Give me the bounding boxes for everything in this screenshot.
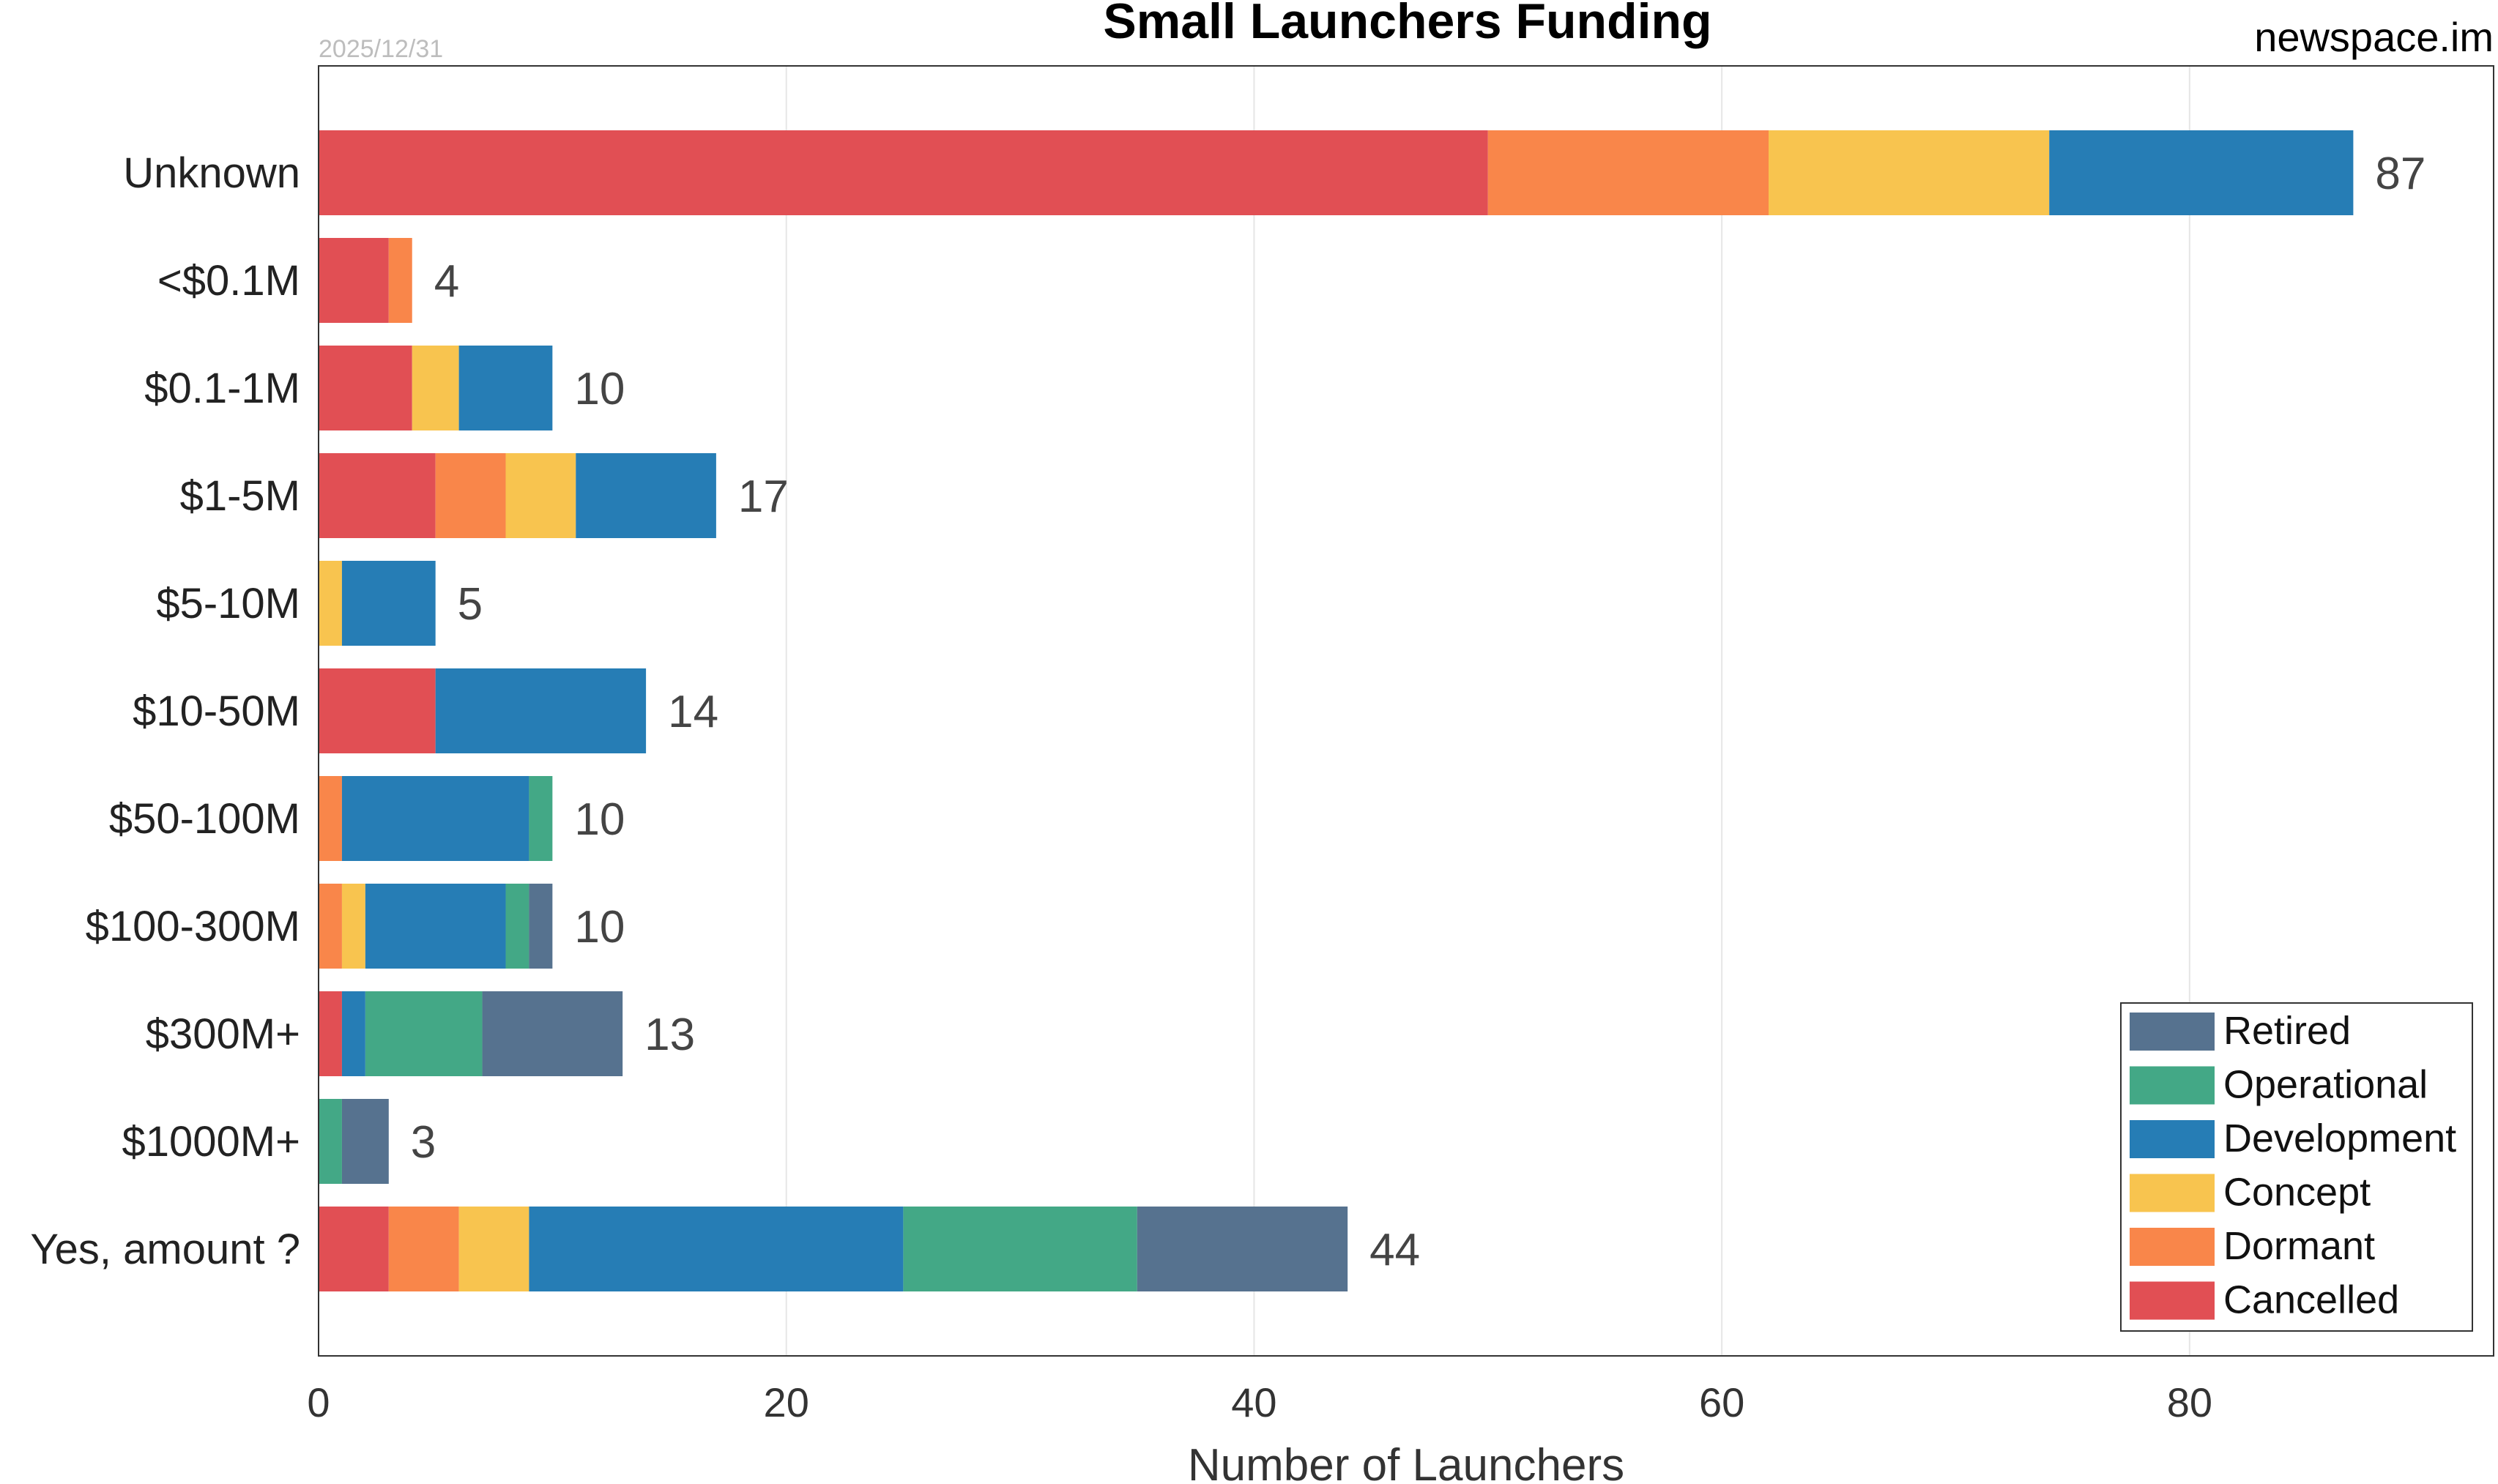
- total-label: 5: [458, 579, 483, 630]
- x-tick-label: 0: [307, 1379, 330, 1425]
- bar-dormant-100-300m: [319, 884, 342, 969]
- x-tick-label: 80: [2167, 1379, 2212, 1425]
- bar-operational-1000m: [319, 1099, 342, 1184]
- legend-label-retired: Retired: [2223, 1009, 2351, 1053]
- x-tick-label: 20: [764, 1379, 809, 1425]
- total-label: 10: [574, 902, 625, 952]
- bar-operational-yes-amount: [903, 1207, 1137, 1291]
- bar-cancelled-0-1-1m: [319, 346, 412, 430]
- date-stamp: 2025/12/31: [319, 35, 443, 63]
- bar-retired-300m: [482, 991, 623, 1076]
- bar-cancelled-yes-amount: [319, 1207, 389, 1291]
- bar-concept-yes-amount: [458, 1207, 529, 1291]
- bar-development-300m: [341, 991, 365, 1076]
- bar-cancelled-10-50m: [319, 668, 436, 753]
- bar-cancelled-unknown: [319, 130, 1488, 215]
- bar-operational-300m: [365, 991, 483, 1076]
- legend-label-cancelled: Cancelled: [2223, 1278, 2399, 1322]
- chart-title: Small Launchers Funding: [1103, 0, 1711, 49]
- y-tick-label: $1-5M: [180, 472, 300, 520]
- bar-dormant-50-100m: [319, 776, 342, 861]
- bar-cancelled-1-5m: [319, 453, 436, 538]
- total-label: 44: [1369, 1225, 1420, 1275]
- bar-concept-5-10m: [319, 561, 342, 646]
- y-tick-label: Yes, amount ?: [30, 1226, 300, 1273]
- legend-swatch-cancelled: [2130, 1281, 2215, 1320]
- bars: [319, 130, 2354, 1291]
- bar-dormant-1-5m: [435, 453, 506, 538]
- y-tick-label: $10-50M: [133, 687, 300, 735]
- y-tick-label: $50-100M: [109, 795, 300, 843]
- bar-retired-1000m: [341, 1099, 389, 1184]
- bar-development-50-100m: [341, 776, 529, 861]
- legend-swatch-operational: [2130, 1066, 2215, 1105]
- bar-development-100-300m: [365, 884, 506, 969]
- y-tick-label: <$0.1M: [157, 257, 300, 305]
- bar-retired-100-300m: [529, 884, 553, 969]
- gridlines: [785, 66, 2190, 1356]
- total-label: 10: [574, 364, 625, 414]
- y-tick-label: $5-10M: [156, 580, 300, 627]
- bar-cancelled-300m: [319, 991, 342, 1076]
- bar-retired-yes-amount: [1137, 1207, 1348, 1291]
- total-label: 13: [644, 1010, 695, 1060]
- y-tick-label: $0.1-1M: [144, 365, 300, 412]
- x-tick-label: 40: [1231, 1379, 1276, 1425]
- x-tick-labels: 0 20 40 60 80: [307, 1379, 2212, 1425]
- total-label: 87: [2375, 149, 2425, 199]
- x-axis-label: Number of Launchers: [1188, 1440, 1624, 1484]
- bar-development-10-50m: [435, 668, 647, 753]
- bar-dormant-unknown: [1487, 130, 1769, 215]
- legend-label-dormant: Dormant: [2223, 1224, 2375, 1268]
- legend-swatch-dormant: [2130, 1228, 2215, 1266]
- legend-frame: [2120, 1002, 2473, 1332]
- y-tick-label: $1000M+: [122, 1118, 300, 1166]
- bar-development-1-5m: [576, 453, 716, 538]
- bar-cancelled-0-1m: [319, 238, 389, 323]
- bar-dormant-yes-amount: [388, 1207, 459, 1291]
- source-label: newspace.im: [2254, 14, 2494, 60]
- bar-operational-50-100m: [529, 776, 553, 861]
- x-tick-label: 60: [1699, 1379, 1744, 1425]
- total-label: 10: [574, 794, 625, 845]
- total-label: 4: [434, 256, 459, 307]
- bar-development-5-10m: [341, 561, 436, 646]
- legend-swatch-development: [2130, 1120, 2215, 1158]
- legend-swatch-retired: [2130, 1013, 2215, 1051]
- bar-development-unknown: [2049, 130, 2354, 215]
- bar-dormant-0-1m: [388, 238, 412, 323]
- legend: Retired Operational Development Concept Dorm…: [2120, 1002, 2473, 1332]
- bar-concept-1-5m: [505, 453, 576, 538]
- total-label: 17: [738, 471, 789, 522]
- total-label: 3: [411, 1117, 436, 1168]
- plot-frame: [318, 65, 2494, 1357]
- bar-concept-unknown: [1769, 130, 2050, 215]
- legend-label-operational: Operational: [2223, 1063, 2428, 1107]
- bar-operational-100-300m: [505, 884, 529, 969]
- legend-label-development: Development: [2223, 1116, 2456, 1160]
- legend-label-concept: Concept: [2223, 1171, 2371, 1215]
- bar-concept-100-300m: [341, 884, 365, 969]
- total-label: 14: [668, 687, 718, 737]
- total-labels: 87 4 10 17 5 14 10 10 13 3 44: [411, 149, 2426, 1275]
- y-tick-label: $100-300M: [86, 903, 300, 950]
- y-tick-label: $300M+: [146, 1010, 300, 1058]
- bar-development-yes-amount: [529, 1207, 904, 1291]
- legend-swatch-concept: [2130, 1174, 2215, 1212]
- y-tick-label: Unknown: [123, 149, 300, 197]
- y-tick-labels: Unknown <$0.1M $0.1-1M $1-5M $5-10M $10-50M $5…: [30, 149, 300, 1273]
- bar-development-0-1-1m: [458, 346, 553, 430]
- bar-concept-0-1-1m: [412, 346, 459, 430]
